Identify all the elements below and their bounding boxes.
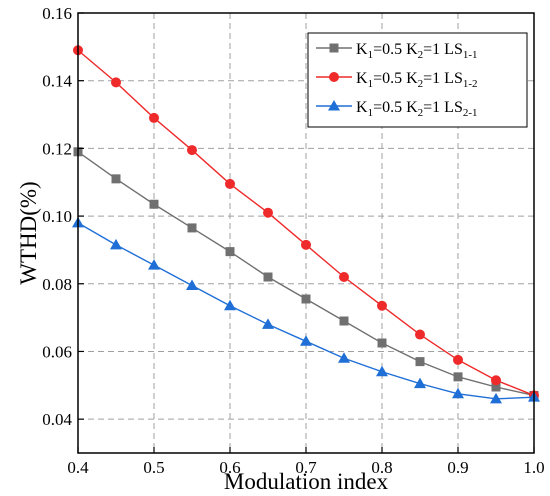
series-2-point	[415, 329, 425, 340]
y-tick-label: 0.12	[42, 139, 72, 158]
series-2-point	[225, 178, 235, 189]
series-3-point	[148, 259, 160, 270]
y-axis-title: WTHD(%)	[16, 181, 41, 284]
x-tick-label: 0.6	[219, 458, 240, 477]
series-1-point	[377, 338, 387, 348]
y-tick-label: 0.16	[42, 4, 72, 23]
series-2-point	[263, 207, 273, 218]
series-2-point	[111, 77, 121, 88]
legend-label-3: K1=0.5 K2=1 LS2-1	[356, 99, 478, 119]
series-2-point	[149, 112, 159, 123]
series-2-point	[377, 300, 387, 311]
series-2-point	[453, 354, 463, 365]
legend-marker-2	[329, 72, 339, 82]
series-3-point	[186, 279, 198, 290]
series-1-point	[263, 272, 273, 282]
series-1-point	[453, 372, 463, 382]
series-3-point	[490, 392, 502, 404]
x-tick-label: 0.7	[295, 458, 317, 477]
x-tick-label: 0.8	[371, 458, 392, 477]
series-1-point	[491, 382, 501, 392]
x-tick-label: 0.9	[447, 458, 468, 477]
series-3-point	[224, 299, 236, 311]
series-3-point	[110, 238, 122, 250]
series-1-point	[149, 199, 159, 209]
y-tick-label: 0.14	[42, 72, 72, 91]
series-3-point	[300, 335, 312, 346]
series-1-point	[187, 223, 197, 233]
y-tick-label: 0.04	[42, 410, 72, 429]
series-1-point	[301, 294, 311, 304]
legend-label-1: K1=0.5 K2=1 LS1-1	[356, 41, 478, 61]
series-3-point	[376, 365, 388, 377]
x-axis-title: Modulation index	[224, 469, 389, 494]
series-2-point	[301, 239, 311, 250]
series-3-point	[414, 377, 426, 389]
legend-marker-1	[329, 43, 339, 53]
series-3-point	[262, 318, 274, 329]
legend-marker-3	[328, 100, 340, 111]
y-tick-label: 0.08	[42, 275, 72, 294]
series-3-point	[452, 387, 464, 399]
x-tick-label: 0.5	[143, 458, 164, 477]
y-tick-label: 0.06	[42, 342, 72, 361]
series-1-point	[225, 247, 235, 257]
y-tick-label: 0.10	[42, 207, 72, 226]
series-3-point	[338, 352, 350, 363]
series-2-point	[187, 145, 197, 156]
series-1-point	[339, 316, 349, 326]
series-1-point	[111, 174, 121, 184]
series-2-point	[491, 375, 501, 386]
x-tick-label: 0.4	[67, 458, 89, 477]
axis-ticks: 0.4 0.5 0.6 0.7 0.8 0.9 1.0 0.04 0.06 0.08 0.10 0.1…	[42, 4, 544, 477]
legend-label-2: K1=0.5 K2=1 LS1-2	[356, 70, 478, 90]
x-tick-label: 1.0	[523, 458, 544, 477]
series-1-point	[415, 357, 425, 367]
series-2-point	[339, 272, 349, 282]
legend: K1=0.5 K2=1 LS1-1 K1=0.5 K2=1 LS1-2 K1=0.5…	[307, 32, 528, 128]
